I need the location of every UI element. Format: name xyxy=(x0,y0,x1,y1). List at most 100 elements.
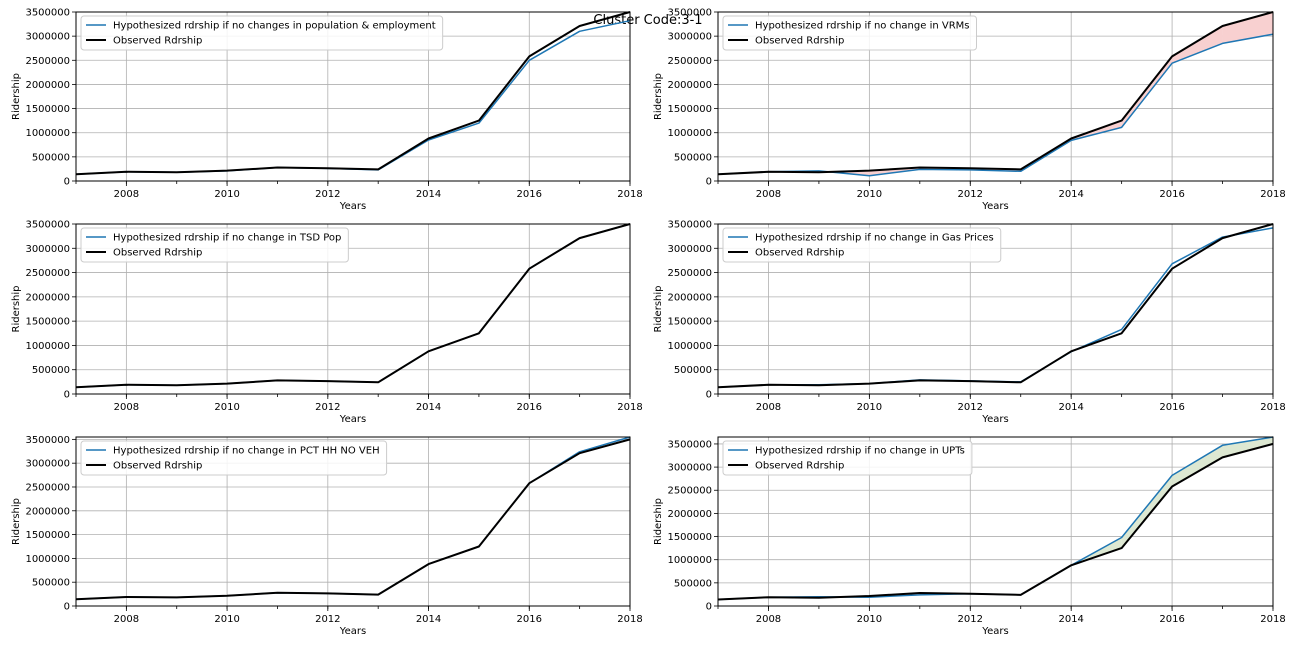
y-tick-label: 3000000 xyxy=(667,244,712,255)
x-tick-label: 2014 xyxy=(416,402,441,413)
y-tick-label: 0 xyxy=(706,602,712,613)
y-axis-label: Ridership xyxy=(653,498,664,545)
chart-panel-4: 2008 2010 2012 2014 2016 2018 0 500000 1000000 15… xyxy=(653,220,1286,426)
y-tick-label: 1500000 xyxy=(25,530,70,541)
x-tick-label: 2008 xyxy=(756,189,781,200)
y-tick-label: 3500000 xyxy=(25,8,70,19)
x-tick-label: 2008 xyxy=(756,614,781,625)
legend-box xyxy=(722,15,977,51)
x-axis-label: Years xyxy=(981,201,1008,212)
y-tick-label: 3000000 xyxy=(667,463,712,474)
y-axis-label: Ridership xyxy=(653,285,664,332)
x-tick-label: 2014 xyxy=(1058,614,1083,625)
legend: Hypothesized rdrship if no changes in po… xyxy=(80,15,444,51)
legend: Hypothesized rdrship if no change in PCT… xyxy=(80,440,388,476)
x-axis-label: Years xyxy=(981,414,1008,425)
y-tick-label: 3000000 xyxy=(25,459,70,470)
y-tick-label: 2500000 xyxy=(25,482,70,493)
y-tick-label: 2000000 xyxy=(667,509,712,520)
legend: Hypothesized rdrship if no change in VRM… xyxy=(722,15,977,51)
figure-title: Cluster Code:3-1 xyxy=(593,13,702,28)
axes-frame xyxy=(75,11,631,182)
observed-series-line xyxy=(717,442,1274,601)
x-tick-label: 2016 xyxy=(1159,402,1184,413)
x-tick-label: 2016 xyxy=(517,614,542,625)
y-tick-label: 1000000 xyxy=(667,128,712,139)
legend: Hypothesized rdrship if no change in TSD… xyxy=(80,227,349,263)
legend-entry-label: Hypothesized rdrship if no change in PCT… xyxy=(113,446,380,457)
axes-frame xyxy=(717,11,1274,182)
chart-panel-6: 2008 2010 2012 2014 2016 2018 0 500000 1000000 15… xyxy=(653,436,1286,637)
y-tick-label: 1500000 xyxy=(667,104,712,115)
x-tick-label: 2010 xyxy=(214,402,239,413)
chart-panel-5: 2008 2010 2012 2014 2016 2018 0 500000 1000000 15… xyxy=(11,435,643,637)
x-tick-label: 2010 xyxy=(857,402,882,413)
x-tick-label: 2016 xyxy=(517,189,542,200)
legend-box xyxy=(80,227,349,263)
y-tick-label: 2500000 xyxy=(667,486,712,497)
x-tick-label: 2010 xyxy=(857,614,882,625)
y-tick-label: 2000000 xyxy=(25,506,70,517)
y-tick-label: 3500000 xyxy=(667,439,712,450)
x-tick-label: 2018 xyxy=(1260,189,1285,200)
y-tick-label: 500000 xyxy=(32,152,70,163)
x-tick-label: 2008 xyxy=(114,402,139,413)
y-tick-label: 2500000 xyxy=(25,268,70,279)
hypothesized-series-line xyxy=(717,33,1274,177)
observed-series-line xyxy=(75,11,631,176)
x-tick-label: 2008 xyxy=(114,189,139,200)
y-tick-label: 0 xyxy=(64,177,70,188)
y-tick-label: 1500000 xyxy=(25,104,70,115)
legend: Hypothesized rdrship if no change in UPT… xyxy=(722,440,973,476)
x-tick-label: 2016 xyxy=(1159,189,1184,200)
fill-between-region xyxy=(1121,56,1173,128)
legend-box xyxy=(722,440,973,476)
x-tick-label: 2012 xyxy=(958,402,983,413)
x-tick-label: 2018 xyxy=(617,402,642,413)
y-tick-label: 3000000 xyxy=(25,244,70,255)
x-tick-label: 2008 xyxy=(114,614,139,625)
x-tick-label: 2010 xyxy=(857,189,882,200)
y-tick-label: 0 xyxy=(64,602,70,613)
x-tick-label: 2014 xyxy=(1058,402,1083,413)
x-tick-label: 2012 xyxy=(958,614,983,625)
y-tick-label: 1000000 xyxy=(667,555,712,566)
y-axis-label: Ridership xyxy=(11,285,22,332)
chart-panel-2: 2008 2010 2012 2014 2016 2018 0 500000 1000000 15… xyxy=(653,8,1286,213)
fill-between-region xyxy=(1222,437,1273,458)
observed-series-line xyxy=(717,11,1274,176)
y-tick-label: 500000 xyxy=(674,578,712,589)
x-tick-label: 2014 xyxy=(1058,189,1083,200)
y-tick-label: 2000000 xyxy=(25,80,70,91)
legend-entry-label: Observed Rdrship xyxy=(113,461,202,472)
legend-box xyxy=(80,15,444,51)
y-tick-label: 1000000 xyxy=(667,341,712,352)
y-tick-label: 3500000 xyxy=(25,435,70,446)
y-tick-label: 500000 xyxy=(674,365,712,376)
y-tick-label: 0 xyxy=(64,390,70,401)
x-tick-label: 2010 xyxy=(214,614,239,625)
y-tick-label: 3000000 xyxy=(667,32,712,43)
y-tick-label: 2000000 xyxy=(25,292,70,303)
x-tick-label: 2018 xyxy=(1260,614,1285,625)
y-tick-label: 2500000 xyxy=(667,56,712,67)
y-tick-label: 500000 xyxy=(674,152,712,163)
y-axis-label: Ridership xyxy=(11,73,22,120)
x-tick-label: 2016 xyxy=(517,402,542,413)
y-tick-label: 3500000 xyxy=(667,220,712,231)
x-tick-label: 2012 xyxy=(315,189,340,200)
axes-frame xyxy=(75,436,631,607)
y-tick-label: 0 xyxy=(706,390,712,401)
y-tick-label: 1000000 xyxy=(25,128,70,139)
axes-frame xyxy=(75,223,631,395)
legend-entry-label: Hypothesized rdrship if no change in UPT… xyxy=(755,446,965,457)
y-axis-label: Ridership xyxy=(653,73,664,120)
x-tick-label: 2012 xyxy=(315,402,340,413)
y-axis-label: Ridership xyxy=(11,498,22,545)
axes-frame xyxy=(717,223,1274,395)
fill-between-region xyxy=(1172,445,1223,487)
y-tick-label: 2000000 xyxy=(667,80,712,91)
chart-panel-3: 2008 2010 2012 2014 2016 2018 0 500000 1000000 15… xyxy=(11,220,643,426)
x-tick-label: 2012 xyxy=(315,614,340,625)
